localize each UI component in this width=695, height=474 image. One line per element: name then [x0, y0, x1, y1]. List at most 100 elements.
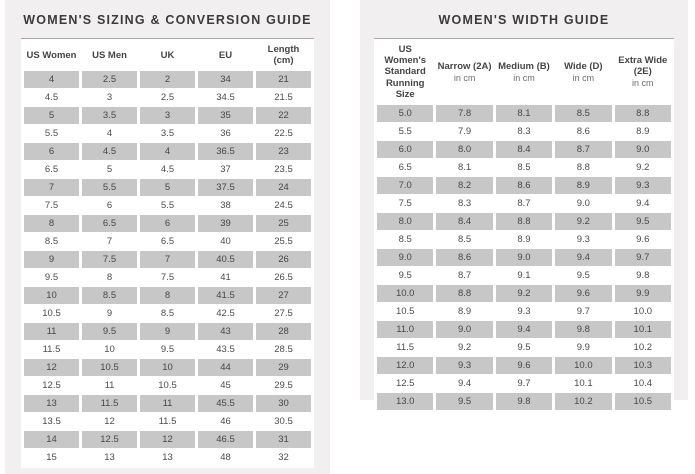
table-row: 7.5 6 5.5 38 24.5 [24, 197, 311, 214]
table-row: 6.5 5 4.5 37 23.5 [24, 161, 311, 178]
column-header: Narrow (2A) in cm [437, 60, 492, 83]
table-cell: 43.5 [216, 344, 235, 356]
table-cell: 21 [256, 71, 311, 89]
table-cell: 8.0 [377, 213, 434, 231]
table-cell: 3.5 [82, 107, 137, 125]
table-cell: 9.6 [555, 285, 612, 303]
table-cell: 9.5 [160, 344, 175, 356]
table-cell: 8.4 [436, 213, 493, 231]
table-cell: 39 [198, 215, 253, 233]
table-cell: 9.1 [517, 270, 531, 282]
table-row: 7 5.5 5 37.5 24 [24, 179, 311, 197]
table-cell: 36 [220, 128, 231, 140]
table-row: 9 7.5 7 40.5 26 [24, 251, 311, 269]
table-cell: 27 [256, 287, 311, 305]
table-cell: 7.0 [377, 177, 434, 195]
table-cell: 8.0 [436, 141, 493, 159]
table-cell: 9 [106, 308, 113, 320]
table-row: 12.5 11 10.5 45 29.5 [24, 377, 311, 394]
table-cell: 8.9 [457, 306, 472, 318]
table-row: 11.5 9.2 9.5 9.9 10.2 [377, 339, 671, 356]
table-cell: 7.5 [44, 200, 59, 212]
table-cell: 8.9 [555, 177, 612, 195]
table-cell: 8.8 [576, 162, 590, 174]
table-row: 6.5 8.1 8.5 8.8 9.2 [377, 159, 671, 176]
table-cell: 8.2 [436, 177, 493, 195]
table-cell: 7.9 [457, 126, 472, 138]
table-cell: 30 [256, 395, 311, 413]
table-row: 13 11.5 11 45.5 30 [24, 395, 311, 413]
table-cell: 13.0 [377, 393, 434, 411]
table-cell: 8.6 [436, 249, 493, 267]
table-cell: 7.8 [436, 105, 493, 123]
table-cell: 9.8 [555, 321, 612, 339]
table-cell: 9.5 [82, 323, 137, 341]
table-row: 7.0 8.2 8.6 8.9 9.3 [377, 177, 671, 195]
table-cell: 10.5 [82, 359, 137, 377]
table-cell: 6.5 [160, 236, 175, 248]
sizing-conversion-panel: WOMEN'S SIZING & CONVERSION GUIDE US Wom… [5, 0, 330, 474]
table-cell: 8.9 [636, 126, 650, 138]
table-cell: 9.5 [436, 393, 493, 411]
width-guide-panel: WOMEN'S WIDTH GUIDE US Women's Standard … [360, 0, 688, 413]
table-cell: 9.5 [398, 270, 412, 282]
table-cell: 34.5 [216, 92, 235, 104]
table-cell: 23 [256, 143, 311, 161]
table-cell: 9.7 [517, 378, 531, 390]
table-cell: 8 [24, 215, 79, 233]
table-cell: 4 [24, 71, 79, 89]
table-cell: 9.2 [555, 213, 612, 231]
table-cell: 5 [140, 179, 195, 197]
table-cell: 8.6 [495, 177, 553, 195]
table-row: 10.5 8.9 9.3 9.7 10.0 [377, 303, 671, 320]
table-cell: 8 [140, 287, 195, 305]
table-cell: 10.5 [42, 308, 61, 320]
table-cell: 31 [256, 431, 311, 449]
table-cell: 8.7 [457, 270, 472, 282]
column-header: US Women's Standard Running Size [384, 44, 427, 100]
table-cell: 10.0 [633, 306, 653, 318]
table-cell: 9.5 [576, 270, 590, 282]
table-cell: 8.7 [555, 141, 612, 159]
table-cell: 9.6 [636, 234, 650, 246]
table-body: 5.0 7.8 8.1 8.5 8.8 5.5 7.9 8.3 8.6 8.9 6.0 8.0 8.4 8… [377, 105, 671, 411]
table-cell: 11.5 [158, 416, 177, 428]
table-cell: 6 [140, 215, 195, 233]
table-cell: 11 [24, 323, 79, 341]
table-cell: 26 [256, 251, 311, 269]
table-cell: 44 [198, 359, 253, 377]
table-row: 9.5 8.7 9.1 9.5 9.8 [377, 267, 671, 284]
table-cell: 13 [24, 395, 79, 413]
table-cell: 10.0 [555, 357, 612, 375]
table-cell: 9.9 [614, 285, 671, 303]
table-cell: 4.5 [82, 143, 137, 161]
table-cell: 5.0 [377, 105, 434, 123]
table-cell: 4 [140, 143, 195, 161]
table-row: 10.0 8.8 9.2 9.6 9.9 [377, 285, 671, 303]
table-cell: 10.1 [614, 321, 671, 339]
table-cell: 5.5 [160, 200, 175, 212]
table-cell: 14 [24, 431, 79, 449]
table-row: 6 4.5 4 36.5 23 [24, 143, 311, 161]
table-cell: 28.5 [274, 344, 293, 356]
table-cell: 9.5 [44, 272, 59, 284]
table-cell: 41.5 [198, 287, 253, 305]
table-cell: 9.4 [636, 198, 650, 210]
table-cell: 9.2 [495, 285, 553, 303]
column-header: EU [218, 49, 233, 61]
table-row: 5.0 7.8 8.1 8.5 8.8 [377, 105, 671, 123]
table-cell: 9.6 [495, 357, 553, 375]
table-cell: 13.5 [42, 416, 61, 428]
table-cell: 13 [162, 452, 173, 464]
table-cell: 32 [278, 452, 289, 464]
table-cell: 10 [24, 287, 79, 305]
column-header: Medium (B) in cm [498, 60, 550, 83]
table-cell: 8.4 [495, 141, 553, 159]
table-cell: 25 [256, 215, 311, 233]
sizing-conversion-title: WOMEN'S SIZING & CONVERSION GUIDE [23, 13, 312, 27]
table-cell: 8.1 [495, 105, 553, 123]
table-cell: 11 [104, 380, 115, 392]
table-cell: 8.8 [614, 105, 671, 123]
table-cell: 6.0 [377, 141, 434, 159]
